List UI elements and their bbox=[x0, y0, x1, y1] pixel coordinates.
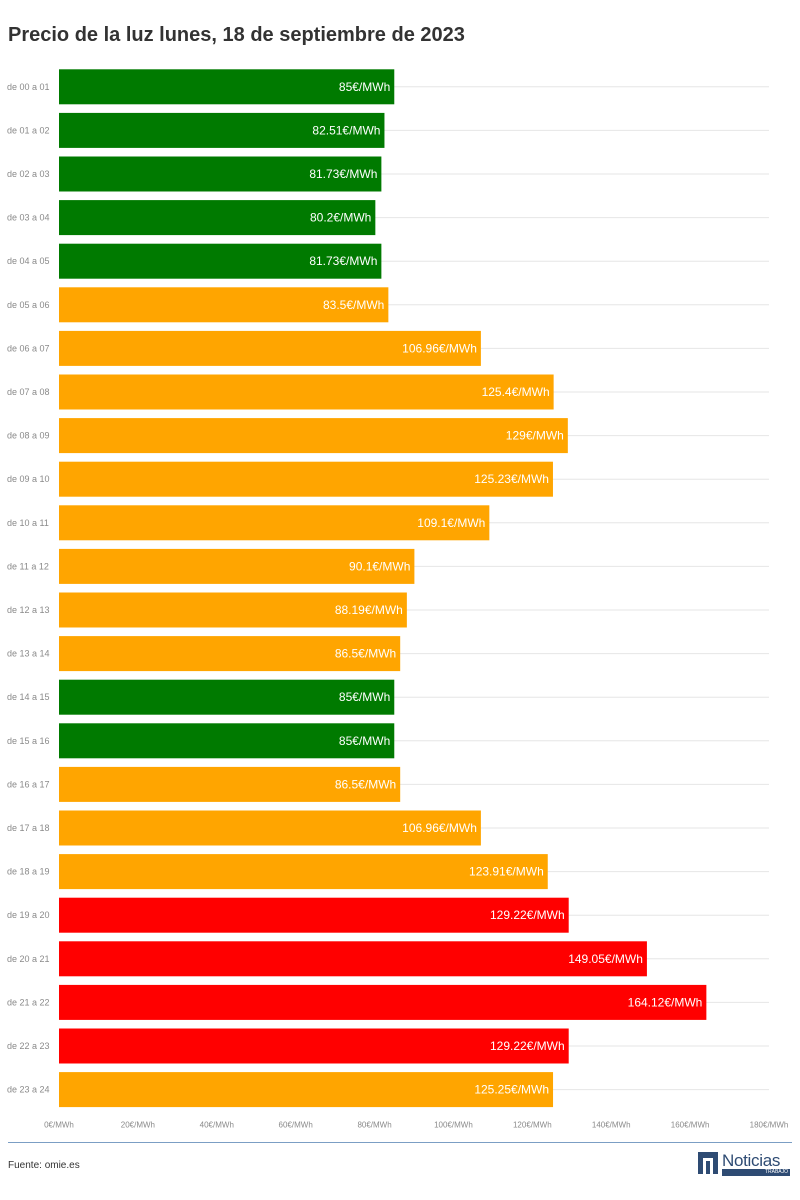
bar bbox=[59, 418, 568, 454]
category-label: de 15 a 16 bbox=[7, 736, 50, 746]
logo-subtitle: TRABAJO bbox=[722, 1169, 790, 1176]
category-label: de 22 a 23 bbox=[7, 1041, 50, 1051]
data-label: 109.1€/MWh bbox=[417, 516, 485, 530]
data-label: 125.23€/MWh bbox=[474, 472, 549, 486]
x-tick-label: 100€/MWh bbox=[434, 1120, 473, 1129]
data-label: 80.2€/MWh bbox=[310, 211, 371, 225]
bar bbox=[59, 112, 385, 148]
category-label: de 03 a 04 bbox=[7, 213, 50, 223]
data-label: 86.5€/MWh bbox=[335, 647, 396, 661]
data-label: 85€/MWh bbox=[339, 690, 390, 704]
category-label: de 19 a 20 bbox=[7, 910, 50, 920]
data-label: 85€/MWh bbox=[339, 734, 390, 748]
category-label: de 07 a 08 bbox=[7, 387, 50, 397]
bar bbox=[59, 941, 647, 977]
bar bbox=[59, 287, 389, 323]
x-tick-label: 0€/MWh bbox=[44, 1120, 74, 1129]
bar bbox=[59, 766, 401, 802]
data-label: 86.5€/MWh bbox=[335, 777, 396, 791]
data-label: 123.91€/MWh bbox=[469, 865, 544, 879]
data-label: 129.22€/MWh bbox=[490, 908, 565, 922]
category-label: de 00 a 01 bbox=[7, 82, 50, 92]
category-label: de 14 a 15 bbox=[7, 692, 50, 702]
data-label: 88.19€/MWh bbox=[335, 603, 403, 617]
x-tick-label: 140€/MWh bbox=[592, 1120, 631, 1129]
category-label: de 05 a 06 bbox=[7, 300, 50, 310]
bar bbox=[59, 592, 407, 628]
category-label: de 01 a 02 bbox=[7, 125, 50, 135]
category-label: de 04 a 05 bbox=[7, 256, 50, 266]
bar bbox=[59, 243, 382, 279]
data-label: 81.73€/MWh bbox=[309, 254, 377, 268]
data-label: 82.51€/MWh bbox=[312, 123, 380, 137]
bar bbox=[59, 505, 490, 541]
logo-name: Noticias bbox=[722, 1151, 781, 1170]
logo-mark-icon bbox=[698, 1152, 718, 1174]
data-label: 125.4€/MWh bbox=[482, 385, 550, 399]
bar bbox=[59, 679, 395, 715]
data-label: 83.5€/MWh bbox=[323, 298, 384, 312]
bar bbox=[59, 723, 395, 759]
x-tick-label: 160€/MWh bbox=[671, 1120, 710, 1129]
category-label: de 16 a 17 bbox=[7, 779, 50, 789]
source-note: Fuente: omie.es bbox=[8, 1160, 80, 1171]
data-label: 106.96€/MWh bbox=[402, 341, 477, 355]
bar bbox=[59, 636, 401, 672]
bar bbox=[59, 897, 569, 933]
category-label: de 02 a 03 bbox=[7, 169, 50, 179]
category-label: de 18 a 19 bbox=[7, 867, 50, 877]
category-label: de 09 a 10 bbox=[7, 474, 50, 484]
data-label: 129.22€/MWh bbox=[490, 1039, 565, 1053]
data-label: 125.25€/MWh bbox=[474, 1083, 549, 1097]
data-label: 81.73€/MWh bbox=[309, 167, 377, 181]
category-label: de 11 a 12 bbox=[7, 561, 49, 571]
bar-chart: de 00 a 01 85€/MWh de 01 a 02 82.51€/MWh de … bbox=[7, 69, 789, 1129]
data-label: 106.96€/MWh bbox=[402, 821, 477, 835]
bar bbox=[59, 810, 481, 846]
category-label: de 17 a 18 bbox=[7, 823, 50, 833]
data-label: 129€/MWh bbox=[506, 429, 564, 443]
category-label: de 06 a 07 bbox=[7, 343, 50, 353]
category-label: de 21 a 22 bbox=[7, 997, 50, 1007]
x-tick-label: 40€/MWh bbox=[200, 1120, 234, 1129]
bar bbox=[59, 374, 554, 410]
bar bbox=[59, 330, 481, 366]
category-label: de 10 a 11 bbox=[7, 518, 49, 528]
data-label: 164.12€/MWh bbox=[628, 995, 703, 1009]
bar bbox=[59, 984, 707, 1020]
bar bbox=[59, 200, 376, 236]
brand-logo: Noticias TRABAJO bbox=[698, 1150, 790, 1176]
category-label: de 12 a 13 bbox=[7, 605, 50, 615]
x-tick-label: 80€/MWh bbox=[357, 1120, 391, 1129]
x-tick-label: 20€/MWh bbox=[121, 1120, 155, 1129]
category-label: de 23 a 24 bbox=[7, 1085, 50, 1095]
bar bbox=[59, 854, 548, 890]
footer-divider bbox=[8, 1142, 792, 1143]
category-label: de 13 a 14 bbox=[7, 649, 50, 659]
x-tick-label: 60€/MWh bbox=[279, 1120, 313, 1129]
bar bbox=[59, 461, 553, 497]
category-label: de 20 a 21 bbox=[7, 954, 50, 964]
bar bbox=[59, 69, 395, 105]
bar bbox=[59, 1028, 569, 1064]
chart-title: Precio de la luz lunes, 18 de septiembre… bbox=[8, 24, 465, 46]
bar bbox=[59, 156, 382, 192]
bar bbox=[59, 548, 415, 584]
data-label: 149.05€/MWh bbox=[568, 952, 643, 966]
data-label: 90.1€/MWh bbox=[349, 559, 410, 573]
x-tick-label: 180€/MWh bbox=[750, 1120, 789, 1129]
x-tick-label: 120€/MWh bbox=[513, 1120, 552, 1129]
bar bbox=[59, 1072, 554, 1108]
category-label: de 08 a 09 bbox=[7, 431, 50, 441]
data-label: 85€/MWh bbox=[339, 80, 390, 94]
